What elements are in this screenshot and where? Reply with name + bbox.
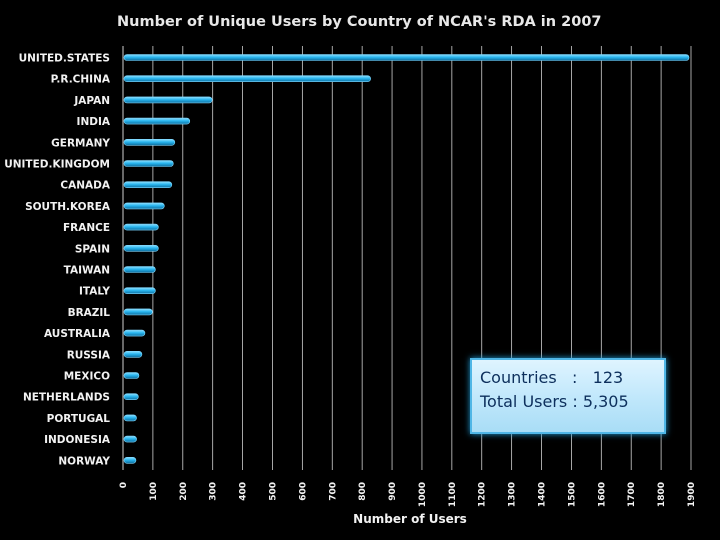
category-labels: UNITED.STATES P.R.CHINA JAPAN INDIA GERMANY U…	[4, 53, 111, 468]
category-label: FRANCE	[63, 222, 110, 234]
category-label: NORWAY	[58, 455, 110, 467]
bar-portugal	[123, 414, 137, 422]
category-label: INDIA	[77, 116, 111, 128]
x-tick-label: 300	[209, 482, 219, 501]
category-label: INDONESIA	[44, 434, 111, 446]
summary-box: Countries : 123 Total Users : 5,305	[470, 358, 666, 434]
category-label: ITALY	[79, 286, 110, 298]
bar-taiwan	[123, 266, 156, 273]
bar-mexico	[123, 372, 140, 379]
x-tick-label: 1800	[657, 482, 667, 507]
x-tick-label: 1000	[418, 482, 428, 507]
x-tick-label: 1300	[508, 482, 518, 507]
total-users-value: 5,305	[582, 392, 629, 411]
category-label: AUSTRALIA	[44, 328, 111, 340]
bar-spain	[123, 245, 159, 252]
x-tick-label: 1400	[538, 482, 548, 507]
bar-japan	[123, 96, 213, 104]
bar-italy	[123, 287, 156, 295]
bar-p-r-china	[123, 75, 371, 82]
x-tick-label: 100	[149, 482, 159, 501]
countries-label: Countries	[480, 368, 557, 387]
category-label: CANADA	[60, 180, 110, 192]
countries-row: Countries : 123	[480, 366, 656, 390]
x-tick-label: 400	[239, 482, 249, 501]
category-label: BRAZIL	[68, 307, 111, 319]
x-tick-label: 1100	[448, 482, 458, 507]
bar-france	[123, 223, 159, 231]
total-users-label: Total Users	[480, 392, 568, 411]
category-label: TAIWAN	[64, 265, 110, 277]
bar-norway	[123, 456, 137, 464]
category-label: P.R.CHINA	[51, 74, 111, 86]
x-tick-label: 1900	[687, 482, 697, 507]
bar-united-states	[123, 54, 690, 61]
x-tick-label: 900	[388, 482, 398, 501]
bar-indonesia	[123, 435, 137, 443]
category-label: JAPAN	[73, 95, 110, 107]
category-label: UNITED.KINGDOM	[4, 159, 110, 171]
category-label: SOUTH.KOREA	[25, 201, 111, 213]
bar-brazil	[123, 308, 153, 316]
countries-separator: :	[571, 368, 578, 387]
x-tick-label: 600	[298, 482, 308, 501]
bar-layer	[123, 54, 690, 464]
bar-india	[123, 117, 191, 125]
x-tick-label: 1600	[597, 482, 607, 507]
category-label: UNITED.STATES	[19, 53, 110, 65]
x-tick-label: 1200	[478, 482, 488, 507]
x-tick-label: 700	[328, 482, 338, 501]
x-tick-label: 800	[358, 482, 368, 501]
bar-russia	[123, 350, 143, 358]
total-users-separator: :	[572, 392, 578, 411]
bar-canada	[123, 181, 173, 188]
bar-united-kingdom	[123, 160, 174, 167]
total-users-row: Total Users : 5,305	[480, 390, 656, 414]
x-axis-label: Number of Users	[353, 512, 467, 526]
category-label: SPAIN	[75, 243, 110, 255]
category-label: GERMANY	[51, 137, 110, 149]
category-label: RUSSIA	[67, 349, 111, 361]
bar-south-korea	[123, 202, 165, 210]
x-tick-labels: 0 100 200 300 400 500 600 700 800 900 1000 1100 1200…	[119, 482, 697, 507]
countries-value: 123	[592, 368, 624, 387]
x-tick-label: 1700	[627, 482, 637, 507]
bar-germany	[123, 139, 176, 146]
x-tick-label: 500	[268, 482, 278, 501]
x-tick-label: 0	[119, 482, 129, 488]
bar-netherlands	[123, 393, 139, 401]
chart-title: Number of Unique Users by Country of NCA…	[117, 14, 602, 30]
x-tick-label: 1500	[567, 482, 577, 507]
category-label: PORTUGAL	[47, 413, 111, 425]
category-label: NETHERLANDS	[23, 392, 110, 404]
category-label: MEXICO	[64, 371, 110, 383]
x-tick-label: 200	[179, 482, 189, 501]
bar-australia	[123, 329, 146, 337]
